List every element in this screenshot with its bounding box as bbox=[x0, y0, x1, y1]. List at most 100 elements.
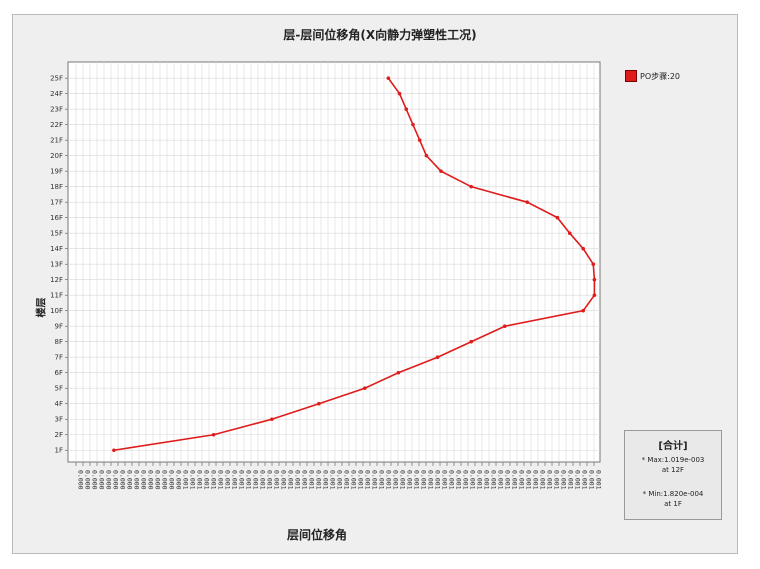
x-tick-label: 0.000 bbox=[168, 470, 176, 490]
y-tick-label: 3F bbox=[55, 416, 63, 424]
x-tick-label: 0.000 bbox=[175, 470, 183, 490]
x-tick-label: 0.001 bbox=[287, 470, 295, 490]
plot-area bbox=[67, 61, 601, 463]
x-tick-label: 0.001 bbox=[245, 470, 253, 490]
x-tick-label: 0.001 bbox=[588, 470, 596, 490]
y-tick-label: 10F bbox=[50, 307, 63, 315]
x-tick-label: 0.000 bbox=[112, 470, 120, 490]
summary-heading: [合计] bbox=[658, 441, 688, 452]
data-point bbox=[397, 91, 402, 96]
y-tick-label: 16F bbox=[50, 214, 63, 222]
x-tick-label: 0.001 bbox=[420, 470, 428, 490]
summary-max-at: at 12F bbox=[661, 466, 685, 474]
x-tick-label: 0.001 bbox=[343, 470, 351, 490]
x-tick-label: 0.000 bbox=[133, 470, 141, 490]
x-tick-label: 0.000 bbox=[77, 470, 85, 490]
data-point bbox=[469, 184, 474, 189]
data-point bbox=[411, 122, 415, 127]
x-tick-label: 0.001 bbox=[329, 470, 337, 490]
x-tick-label: 0.001 bbox=[350, 470, 358, 490]
x-tick-label: 0.001 bbox=[238, 470, 246, 490]
x-tick-label: 0.001 bbox=[546, 470, 554, 490]
x-tick-label: 0.001 bbox=[574, 470, 582, 490]
y-axis-label: 楼层 bbox=[36, 297, 48, 318]
legend-label: PO步骤:20 bbox=[640, 71, 680, 81]
x-tick-label: 0.001 bbox=[385, 470, 393, 490]
x-tick-label: 0.001 bbox=[455, 470, 463, 490]
y-tick-label: 8F bbox=[55, 338, 63, 346]
data-point bbox=[112, 448, 116, 453]
x-tick-label: 0.001 bbox=[567, 470, 575, 490]
x-tick-label: 0.001 bbox=[231, 470, 239, 490]
y-tick-label: 13F bbox=[50, 261, 63, 269]
data-point bbox=[581, 308, 585, 313]
x-tick-label: 0.001 bbox=[189, 470, 197, 490]
x-axis-label: 层间位移角 bbox=[286, 528, 347, 542]
x-tick-label: 0.001 bbox=[553, 470, 561, 490]
x-tick-label: 0.001 bbox=[378, 470, 386, 490]
x-tick-label: 0.001 bbox=[504, 470, 512, 490]
data-point bbox=[386, 76, 391, 80]
x-tick-label: 0.001 bbox=[434, 470, 442, 490]
x-tick-label: 0.001 bbox=[266, 470, 274, 490]
data-point bbox=[404, 107, 409, 111]
x-tick-label: 0.001 bbox=[217, 470, 225, 490]
x-tick-label: 0.001 bbox=[252, 470, 260, 490]
y-tick-label: 12F bbox=[50, 276, 63, 284]
x-tick-label: 0.001 bbox=[399, 470, 407, 490]
data-point bbox=[503, 324, 507, 329]
summary-box: [合计] * Max:1.019e-003 at 12F * Min:1.820… bbox=[624, 430, 722, 520]
data-point bbox=[567, 231, 572, 235]
x-tick-label: 0.000 bbox=[91, 470, 99, 490]
x-tick-label: 0.001 bbox=[462, 470, 470, 490]
x-tick-label: 0.001 bbox=[560, 470, 568, 490]
y-tick-label: 20F bbox=[50, 152, 63, 160]
y-tick-label: 23F bbox=[50, 106, 63, 114]
x-tick-label: 0.001 bbox=[273, 470, 281, 490]
x-tick-label: 0.001 bbox=[532, 470, 540, 490]
x-tick-label: 0.000 bbox=[140, 470, 148, 490]
x-tick-label: 0.001 bbox=[196, 470, 204, 490]
summary-min-at: at 1F bbox=[664, 500, 682, 508]
y-tick-label: 22F bbox=[50, 121, 63, 129]
x-tick-label: 0.000 bbox=[105, 470, 113, 490]
data-point bbox=[270, 417, 274, 422]
y-tick-label: 15F bbox=[50, 230, 63, 238]
x-tick-label: 0.001 bbox=[413, 470, 421, 490]
x-tick-label: 0.001 bbox=[511, 470, 519, 490]
y-tick-label: 2F bbox=[55, 431, 63, 439]
data-point bbox=[555, 215, 560, 220]
x-tick-label: 0.001 bbox=[224, 470, 232, 490]
y-tick-label: 11F bbox=[50, 292, 63, 300]
x-tick-label: 0.000 bbox=[126, 470, 134, 490]
x-tick-label: 0.001 bbox=[308, 470, 316, 490]
y-tick-label: 14F bbox=[50, 245, 63, 253]
x-tick-label: 0.001 bbox=[539, 470, 547, 490]
summary-min-value: * Min:1.820e-004 bbox=[642, 490, 704, 498]
data-point bbox=[581, 246, 585, 251]
x-tick-label: 0.001 bbox=[301, 470, 309, 490]
data-point bbox=[591, 262, 596, 267]
x-tick-label: 0.000 bbox=[147, 470, 155, 490]
data-point bbox=[592, 277, 597, 282]
x-tick-label: 0.001 bbox=[448, 470, 456, 490]
y-tick-label: 18F bbox=[50, 183, 63, 191]
chart-title: 层-层间位移角(X向静力弹塑性工况) bbox=[283, 28, 477, 42]
data-point bbox=[525, 200, 529, 204]
x-tick-label: 0.001 bbox=[280, 470, 288, 490]
y-tick-label: 4F bbox=[55, 400, 63, 408]
y-tick-label: 1F bbox=[55, 447, 63, 455]
x-tick-label: 0.001 bbox=[259, 470, 267, 490]
legend: PO步骤:20 bbox=[625, 70, 680, 82]
x-tick-label: 0.000 bbox=[161, 470, 169, 490]
x-tick-label: 0.001 bbox=[518, 470, 526, 490]
data-point bbox=[469, 339, 474, 344]
x-tick-label: 0.000 bbox=[154, 470, 162, 490]
x-tick-label: 0.001 bbox=[490, 470, 498, 490]
summary-max-value: * Max:1.019e-003 bbox=[641, 456, 705, 464]
y-tick-label: 9F bbox=[55, 323, 63, 331]
data-point bbox=[363, 386, 367, 391]
legend-swatch bbox=[625, 70, 637, 82]
x-tick-label: 0.000 bbox=[119, 470, 127, 490]
